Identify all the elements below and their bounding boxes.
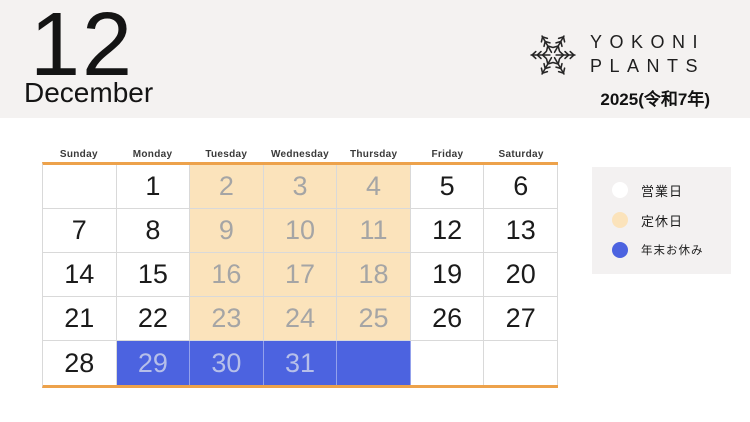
calendar-day-17: 17: [263, 253, 338, 297]
weekday-row: Sunday Monday Tuesday Wednesday Thursday Frid…: [42, 146, 558, 162]
header: 12 December YOKONI PLANTS 2025(令和7年): [0, 0, 750, 118]
calendar-day-6: 6: [484, 165, 558, 209]
legend-label: 年末お休み: [641, 245, 704, 257]
calendar-cell-empty: [43, 165, 117, 209]
calendar-cell-empty: [410, 341, 485, 385]
weekday-label-saturday: Saturday: [498, 148, 544, 160]
calendar-day-30: 30: [190, 341, 264, 385]
calendar-day-27: 27: [484, 297, 558, 341]
calendar-day-1: 1: [116, 165, 191, 209]
legend-label: 定休日: [641, 213, 684, 229]
weekday-label-thursday: Thursday: [349, 148, 398, 160]
calendar-day-23: 23: [190, 297, 264, 341]
calendar-cell-empty: [337, 341, 411, 385]
calendar-day-31: 31: [263, 341, 338, 385]
plant-asterisk-icon: [530, 33, 576, 77]
calendar-day-13: 13: [484, 209, 558, 253]
weekday-label-wednesday: Wednesday: [270, 148, 330, 160]
calendar-day-29: 29: [116, 341, 191, 385]
calendar-day-15: 15: [116, 253, 191, 297]
weekday-label-monday: Monday: [132, 148, 173, 160]
calendar-day-14: 14: [43, 253, 117, 297]
calendar-day-12: 12: [410, 209, 485, 253]
calendar-day-8: 8: [116, 209, 191, 253]
calendar-day-16: 16: [190, 253, 264, 297]
legend-color-dot: [612, 182, 628, 198]
calendar-day-19: 19: [410, 253, 485, 297]
calendar-day-22: 22: [116, 297, 191, 341]
calendar-day-5: 5: [410, 165, 485, 209]
legend-color-dot: [612, 242, 628, 258]
legend-panel: 営業日定休日年末お休み: [592, 167, 731, 274]
calendar-day-18: 18: [337, 253, 411, 297]
brand-line-1: YOKONI: [590, 32, 706, 52]
calendar-day-28: 28: [43, 341, 117, 385]
legend-color-dot: [612, 212, 628, 228]
calendar-day-7: 7: [43, 209, 117, 253]
legend-item-0: 営業日: [612, 175, 731, 205]
calendar-day-2: 2: [190, 165, 264, 209]
weekday-label-sunday: Sunday: [59, 148, 98, 160]
legend-item-1: 定休日: [612, 205, 731, 235]
calendar-day-26: 26: [410, 297, 485, 341]
calendar-grid: 1 2 3 4 5 6 7 8 9 10 11 12 13 14 15 16 17 18 19 20 21 22 23 24 2…: [42, 162, 558, 388]
calendar: Sunday Monday Tuesday Wednesday Thursday Frid…: [42, 146, 558, 388]
weekday-label-friday: Friday: [431, 148, 464, 160]
brand-name: YOKONI PLANTS: [590, 30, 705, 78]
legend-label: 営業日: [641, 183, 684, 199]
month-number: 12: [30, 0, 135, 95]
calendar-cell-empty: [484, 341, 558, 385]
calendar-day-20: 20: [484, 253, 558, 297]
calendar-day-3: 3: [263, 165, 338, 209]
calendar-day-9: 9: [190, 209, 264, 253]
calendar-day-24: 24: [263, 297, 338, 341]
calendar-day-21: 21: [43, 297, 117, 341]
brand-line-2: PLANTS: [590, 56, 706, 76]
year-label: 2025(令和7年): [600, 90, 710, 109]
weekday-label-tuesday: Tuesday: [205, 148, 248, 160]
calendar-day-4: 4: [337, 165, 411, 209]
legend-item-2: 年末お休み: [612, 235, 731, 265]
month-name: December: [24, 77, 154, 108]
calendar-day-11: 11: [337, 209, 411, 253]
calendar-day-25: 25: [337, 297, 411, 341]
calendar-day-10: 10: [263, 209, 338, 253]
